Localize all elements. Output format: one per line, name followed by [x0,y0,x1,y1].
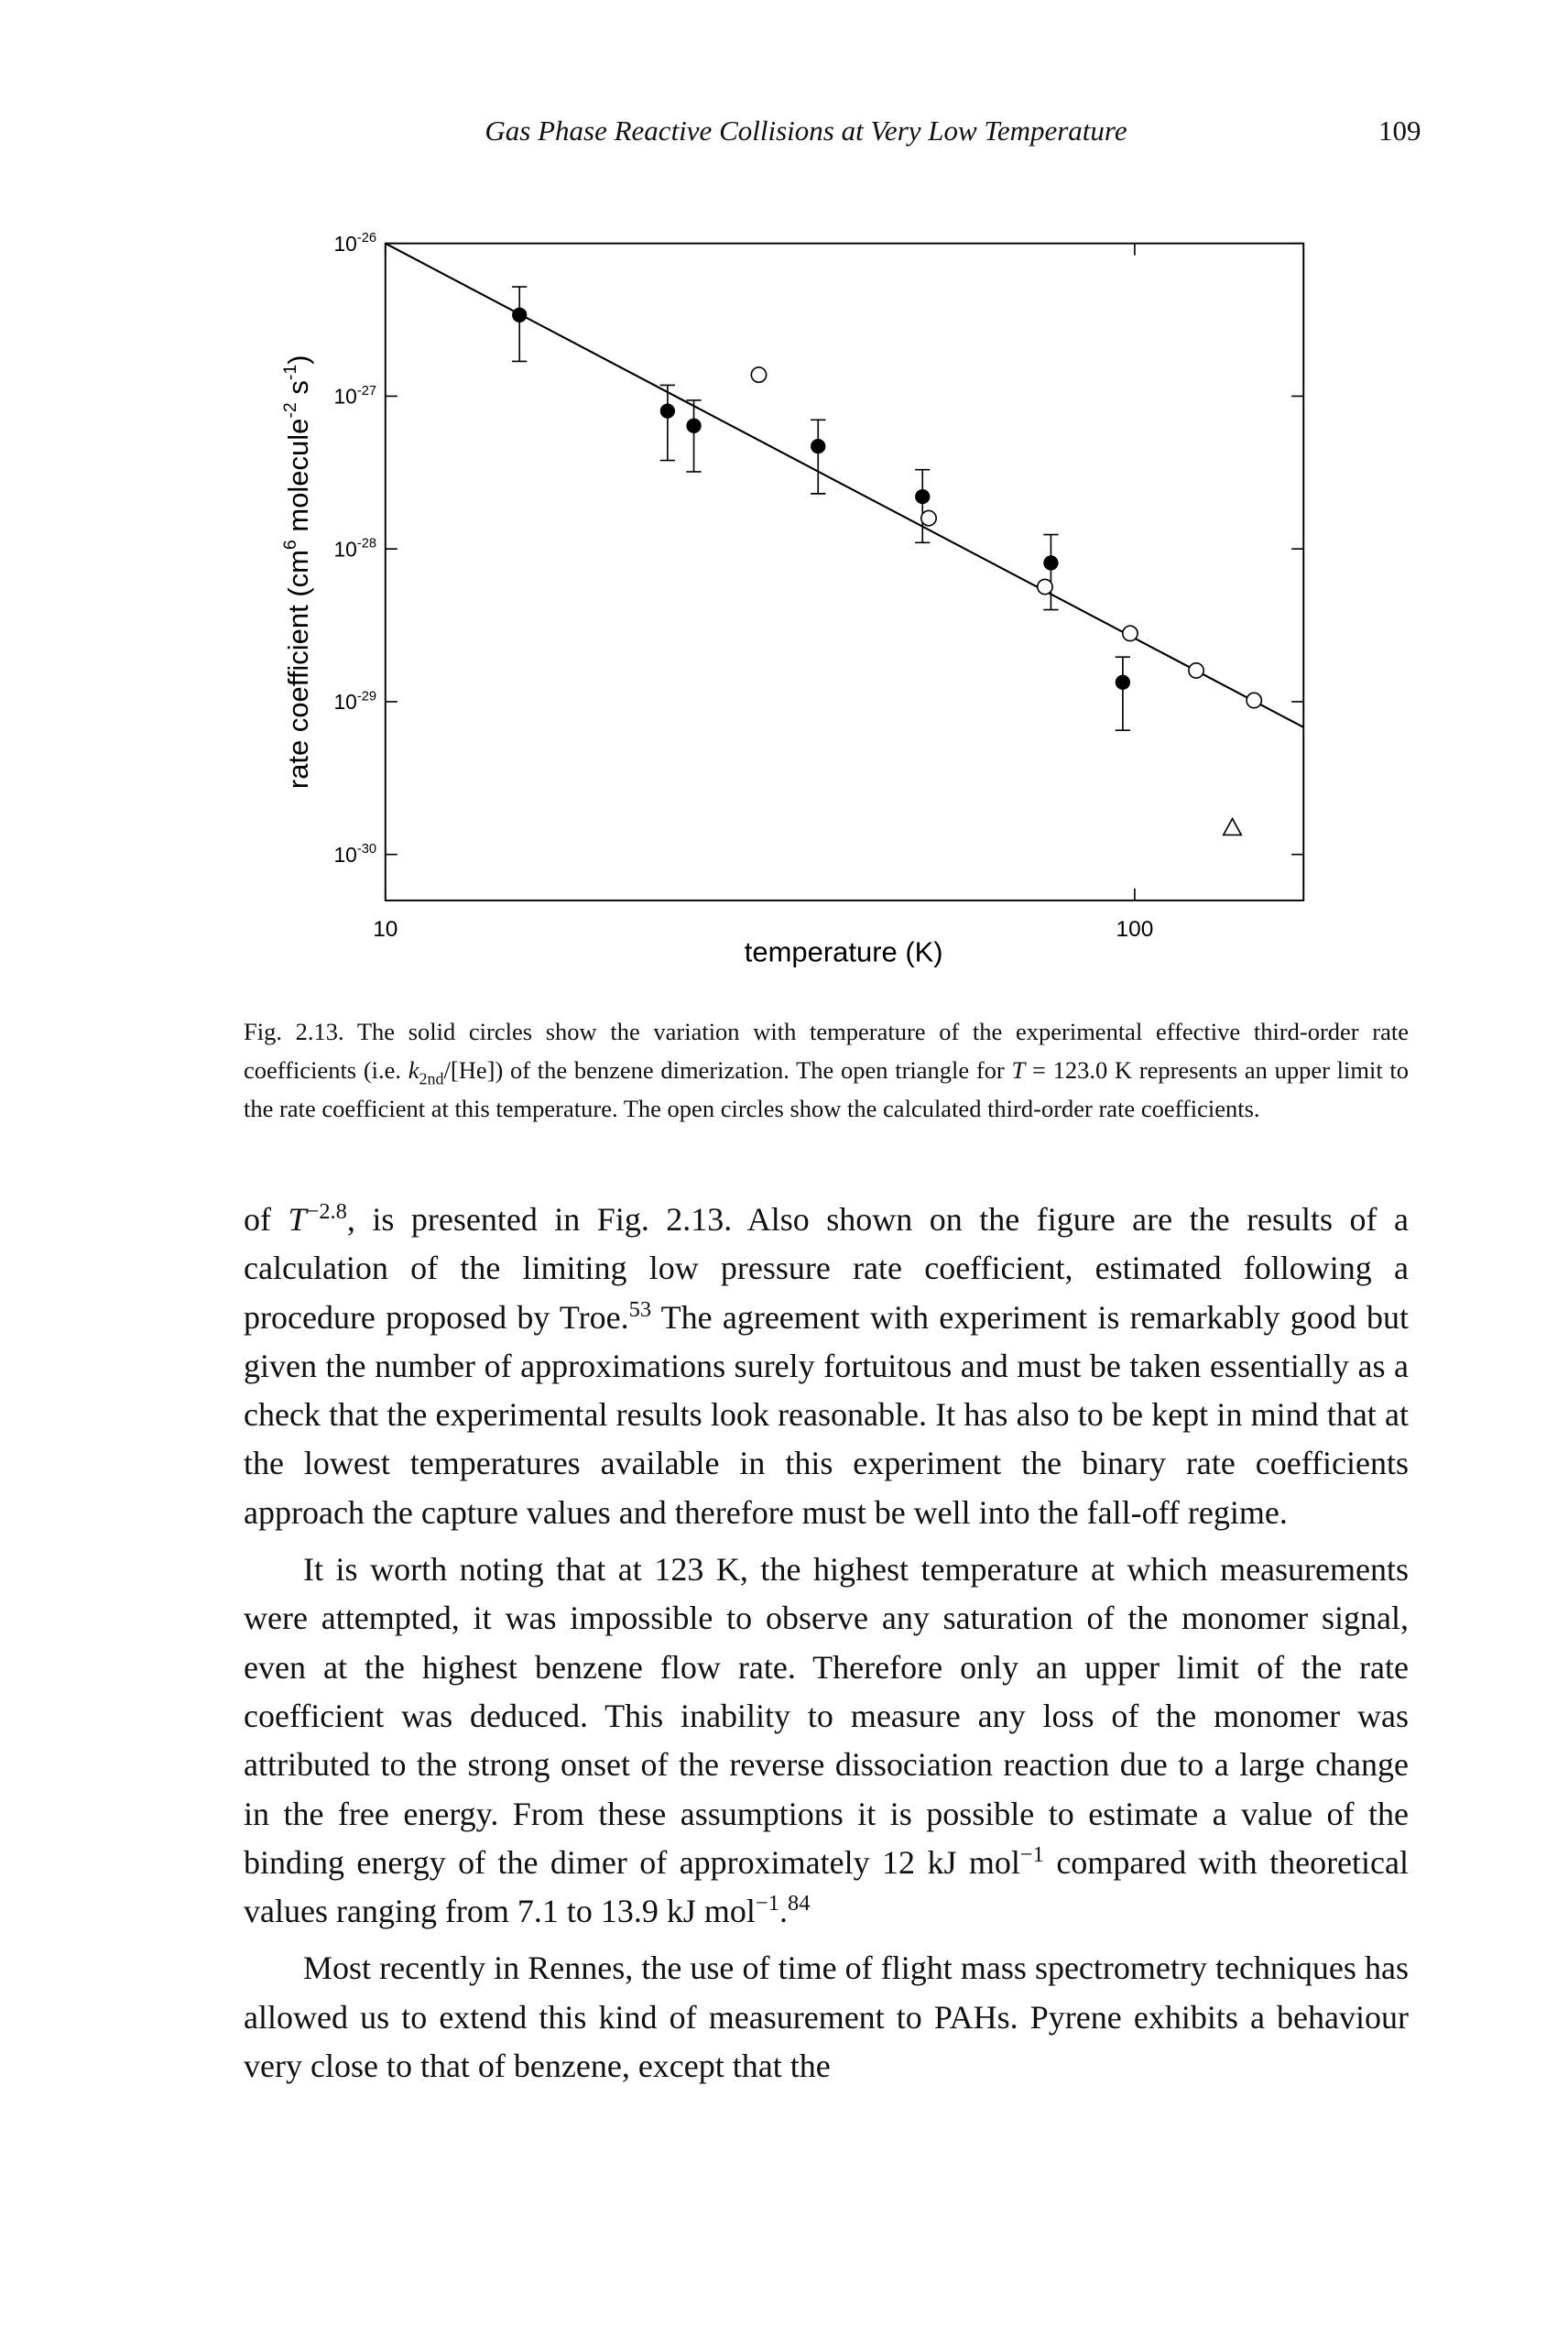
data-point [659,403,676,419]
paragraph: Most recently in Rennes, the use of time… [244,1944,1409,2091]
data-point [1222,816,1243,836]
running-header: Gas Phase Reactive Collisions at Very Lo… [485,115,1127,147]
text-run: −2.8 [306,1199,347,1224]
plot-frame [384,242,1305,901]
error-bar [811,419,826,495]
text-run: . [779,1893,788,1930]
error-bar [686,399,702,473]
data-point [915,488,931,505]
y-tick-label: 10-29 [333,689,376,714]
data-point [512,307,528,322]
data-point [811,438,826,454]
axis-title-run: -1 [280,365,300,380]
y-tick-label: 10-27 [333,384,376,409]
data-point [686,418,702,433]
error-bar [659,384,676,462]
axis-title-run: rate coefficient (cm [282,550,314,789]
text-run: k [408,1056,419,1084]
error-bar [915,468,931,544]
text-run: −1 [755,1891,779,1917]
axis-title-run: ) [282,355,314,364]
data-point [750,366,768,384]
data-point [1121,625,1138,642]
x-tick-label: 10 [373,917,397,942]
data-point [1188,661,1205,679]
text-run: 2nd [419,1069,444,1088]
fit-line [385,243,1304,728]
text-run: T [1011,1056,1026,1084]
text-run: T [288,1201,307,1238]
data-point [1036,578,1053,595]
figure-caption: Fig. 2.13. The solid circles show the va… [244,1012,1409,1128]
text-run: It is worth noting that at 123 K, the hi… [244,1551,1409,1881]
data-point [1246,692,1263,709]
data-point [1115,674,1131,690]
error-bar [512,286,528,363]
axis-title-run: -2 [280,402,300,418]
text-run: 84 [787,1891,811,1917]
page-number: 109 [1378,115,1421,147]
text-run: /[He]) of the benzene dimerization. The … [443,1056,1012,1084]
text-run: The agreement with experiment is remarka… [244,1298,1409,1531]
text-run: Most recently in Rennes, the use of time… [244,1949,1409,2085]
paragraph: It is worth noting that at 123 K, the hi… [244,1545,1409,1936]
y-tick-label: 10-28 [333,537,376,562]
x-axis-title: temperature (K) [745,936,943,968]
y-axis-title: rate coefficient (cm6 molecule-2 s-1) [280,355,314,789]
text-run: compared with theoretical values ranging… [244,1843,1409,1930]
y-tick-label: 10-26 [333,231,376,256]
error-bar [1115,656,1131,731]
axis-title-run: 6 [280,540,300,550]
data-point [1043,555,1059,571]
text-run: −1 [1019,1841,1044,1867]
data-point [920,509,937,527]
x-tick-label: 100 [1116,917,1154,942]
chart: 10-26 10-27 10-28 10-29 10-30 10 100 temperatur… [280,231,1305,968]
body-text: of T−2.8, is presented in Fig. 2.13. Als… [244,1196,1409,2099]
axis-title-run: molecule [282,419,314,541]
paragraph: of T−2.8, is presented in Fig. 2.13. Als… [244,1196,1409,1537]
y-tick-label: 10-30 [333,842,376,867]
error-bar [1043,533,1059,611]
text-run: , is presented in Fig. 2.13. Also shown … [244,1201,1409,1336]
text-run: 53 [628,1296,652,1322]
axis-title-run: s [282,380,314,402]
text-run: Fig. 2.13. The solid circles show the va… [244,1018,1409,1084]
text-run: of [244,1201,289,1238]
text-run: = 123.0 K represents an upper limit to t… [244,1056,1409,1122]
